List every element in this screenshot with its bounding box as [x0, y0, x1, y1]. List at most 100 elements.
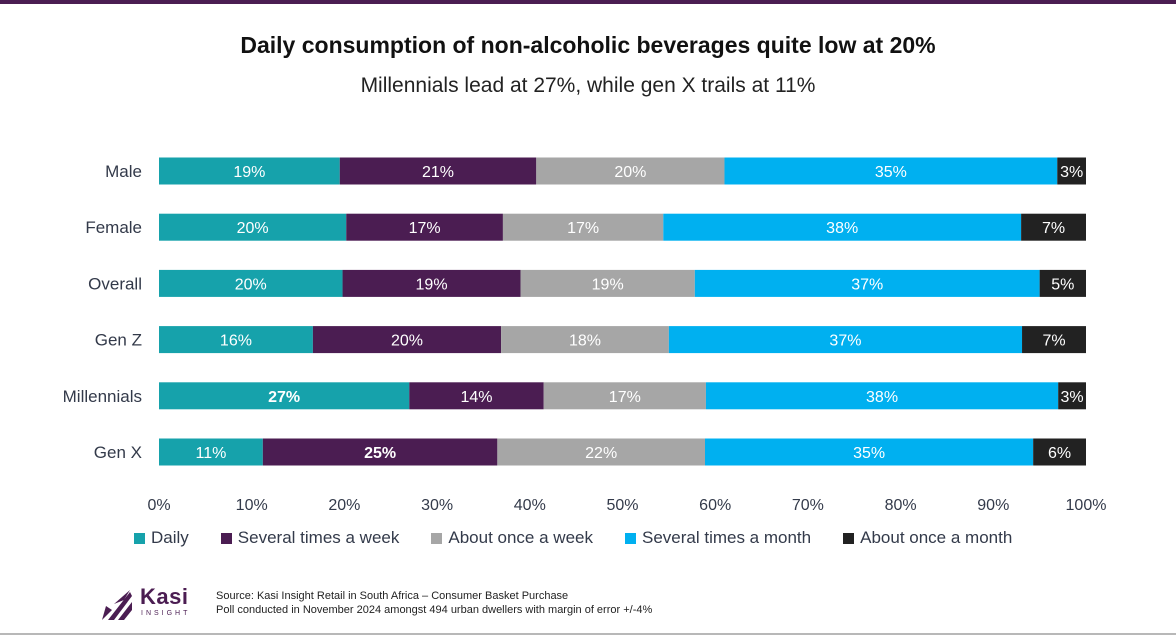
category-label-female: Female: [85, 218, 142, 237]
bar-millennials-several-times-a-month: [705, 382, 1059, 410]
bar-gen-x-several-times-a-week: [262, 438, 498, 466]
legend-swatch-several-times-a-week: [220, 532, 232, 544]
data-label-female-daily: 20%: [237, 220, 269, 237]
stacked-bar-chart: Male 19% 21% 20% 35% 3% Female 20% 17% 17% 38% 7% Ov…: [63, 157, 1107, 514]
legend-label-about-once-a-month: About once a month: [860, 528, 1013, 547]
data-label-gen-x-daily: 11%: [195, 445, 226, 462]
bar-male-about-once-a-week: [536, 157, 725, 185]
legend-swatch-daily: [134, 532, 145, 544]
data-label-male-about-once-a-week: 20%: [614, 164, 646, 181]
x-tick-label-1: 10%: [236, 497, 268, 514]
x-tick-label-2: 20%: [328, 497, 360, 514]
bar-male-several-times-a-month: [724, 157, 1058, 185]
data-label-overall-several-times-a-month: 37%: [851, 276, 883, 293]
data-label-millennials-daily: 27%: [268, 389, 300, 406]
data-label-male-several-times-a-month: 35%: [875, 164, 907, 181]
bar-gen-z-about-once-a-month: [1022, 326, 1086, 354]
source-line-1: Source: Kasi Insight Retail in South Afr…: [216, 590, 569, 602]
legend-item-several-times-a-month: Several times a month: [624, 528, 812, 548]
legend-label-several-times-a-month: Several times a month: [641, 528, 812, 547]
category-label-gen-z: Gen Z: [95, 331, 142, 350]
bar-overall-several-times-a-week: [342, 269, 521, 297]
data-label-gen-x-several-times-a-week: 25%: [364, 445, 396, 462]
legend-swatch-about-once-a-week: [431, 532, 443, 544]
legend-item-several-times-a-week: Several times a week: [220, 528, 400, 548]
data-label-female-several-times-a-month: 38%: [826, 220, 858, 237]
data-label-gen-z-several-times-a-week: 20%: [391, 333, 423, 350]
bar-millennials-several-times-a-week: [409, 382, 544, 410]
bar-millennials-about-once-a-week: [543, 382, 706, 410]
x-tick-label-6: 60%: [699, 497, 731, 514]
bar-gen-z-about-once-a-week: [501, 326, 669, 354]
source-note: Source: Kasi Insight Retail in South Afr…: [216, 589, 652, 617]
category-label-overall: Overall: [88, 274, 142, 293]
bar-overall-several-times-a-month: [694, 269, 1040, 297]
data-label-overall-several-times-a-week: 19%: [416, 276, 448, 293]
bar-gen-z-several-times-a-month: [668, 326, 1023, 354]
legend-item-daily: Daily: [134, 528, 189, 548]
bottom-rule: [0, 633, 1176, 635]
data-label-gen-z-about-once-a-month: 7%: [1042, 333, 1065, 350]
bar-overall-daily: [159, 269, 343, 297]
bar-millennials-daily: [159, 382, 410, 410]
x-tick-label-8: 80%: [885, 497, 917, 514]
x-tick-label-4: 40%: [514, 497, 546, 514]
chart-legend: Daily Several times a week About once a we…: [134, 526, 1094, 550]
data-label-male-about-once-a-month: 3%: [1060, 164, 1083, 181]
data-label-gen-z-about-once-a-week: 18%: [569, 333, 601, 350]
x-tick-label-5: 50%: [606, 497, 638, 514]
chart-subtitle: Millennials lead at 27%, while gen X tra…: [360, 74, 816, 97]
data-label-overall-about-once-a-month: 5%: [1051, 276, 1074, 293]
bar-male-daily: [159, 157, 340, 185]
category-label-gen-x: Gen X: [94, 443, 142, 462]
bar-gen-z-daily: [159, 326, 313, 354]
legend-item-about-once-a-month: About once a month: [843, 528, 1012, 548]
legend-label-about-once-a-week: About once a week: [448, 528, 593, 547]
category-label-millennials: Millennials: [63, 387, 142, 406]
legend-swatch-several-times-a-month: [624, 532, 636, 544]
kasi-logo: Kasi INSIGHT: [100, 584, 220, 624]
kasi-logo-mark-icon: [102, 590, 132, 620]
data-label-gen-z-daily: 16%: [220, 333, 252, 350]
x-tick-label-10: 100%: [1066, 497, 1107, 514]
data-label-overall-about-once-a-week: 19%: [592, 276, 624, 293]
bar-male-several-times-a-week: [339, 157, 537, 185]
bar-male-about-once-a-month: [1057, 157, 1086, 185]
data-label-male-several-times-a-week: 21%: [422, 164, 454, 181]
data-label-male-daily: 19%: [233, 164, 265, 181]
bar-female-several-times-a-month: [663, 213, 1022, 241]
category-label-male: Male: [105, 162, 142, 181]
x-tick-label-0: 0%: [147, 497, 170, 514]
source-line-2: Poll conducted in November 2024 amongst …: [216, 604, 653, 616]
top-rule: [0, 0, 1176, 4]
bar-overall-about-once-a-month: [1039, 269, 1086, 297]
legend-label-daily: Daily: [151, 528, 189, 547]
bar-gen-x-about-once-a-month: [1033, 438, 1086, 466]
data-label-gen-z-several-times-a-month: 37%: [829, 333, 861, 350]
bar-gen-z-several-times-a-week: [312, 326, 502, 354]
bar-gen-x-several-times-a-month: [705, 438, 1034, 466]
data-label-millennials-about-once-a-week: 17%: [609, 389, 641, 406]
x-tick-label-3: 30%: [421, 497, 453, 514]
legend-item-about-once-a-week: About once a week: [431, 528, 593, 548]
data-label-millennials-about-once-a-month: 3%: [1061, 389, 1084, 406]
data-label-gen-x-several-times-a-month: 35%: [853, 445, 885, 462]
bar-millennials-about-once-a-month: [1058, 382, 1086, 410]
bar-gen-x-about-once-a-week: [497, 438, 706, 466]
bar-female-daily: [159, 213, 347, 241]
data-label-gen-x-about-once-a-week: 22%: [585, 445, 617, 462]
bar-female-about-once-a-month: [1021, 213, 1086, 241]
bar-female-several-times-a-week: [346, 213, 503, 241]
data-label-gen-x-about-once-a-month: 6%: [1048, 445, 1071, 462]
data-label-female-about-once-a-week: 17%: [567, 220, 599, 237]
bar-female-about-once-a-week: [502, 213, 664, 241]
legend-label-several-times-a-week: Several times a week: [237, 528, 400, 547]
x-tick-label-9: 90%: [977, 497, 1009, 514]
data-label-overall-daily: 20%: [235, 276, 267, 293]
x-tick-label-7: 70%: [792, 497, 824, 514]
bar-gen-x-daily: [159, 438, 263, 466]
bar-overall-about-once-a-week: [520, 269, 695, 297]
legend-swatch-about-once-a-month: [843, 532, 855, 544]
chart-title: Daily consumption of non-alcoholic bever…: [240, 32, 936, 58]
data-label-millennials-several-times-a-month: 38%: [866, 389, 898, 406]
